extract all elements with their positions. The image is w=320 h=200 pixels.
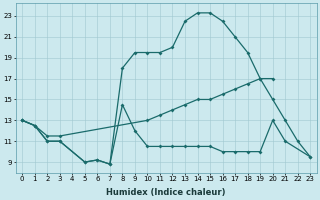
X-axis label: Humidex (Indice chaleur): Humidex (Indice chaleur) (107, 188, 226, 197)
